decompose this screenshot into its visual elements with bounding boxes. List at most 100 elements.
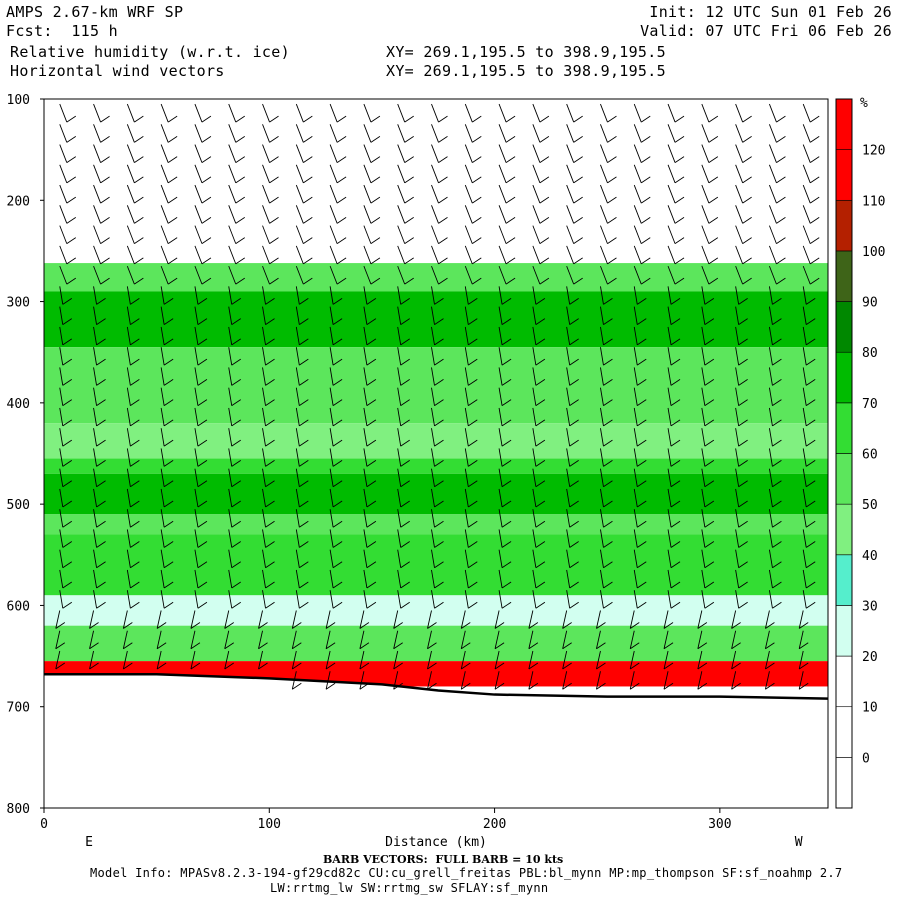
wind-barb	[667, 387, 672, 406]
wind-barb	[731, 671, 737, 690]
wind-barb-flag	[472, 176, 482, 184]
wind-barb-flag	[231, 480, 241, 488]
wind-barb-flag	[299, 439, 309, 447]
wind-barb-flag	[738, 581, 748, 589]
wind-barb-flag	[231, 298, 241, 305]
wind-barb	[363, 488, 368, 508]
wind-barb-flag	[704, 439, 715, 447]
wind-barb-flag	[704, 338, 715, 346]
wind-barb	[532, 103, 541, 123]
wind-barb	[596, 650, 601, 670]
wind-barb-flag	[539, 115, 550, 123]
wind-barb	[126, 286, 131, 305]
wind-barb	[532, 286, 537, 305]
wind-barb-flag	[434, 520, 444, 528]
wind-barb-flag	[569, 318, 579, 326]
wind-barb-flag	[258, 662, 268, 670]
wind-barb-flag	[134, 176, 144, 184]
wind-barb	[224, 630, 230, 649]
wind-barb-flag	[562, 682, 572, 690]
wind-barb	[59, 367, 64, 386]
wind-barb	[363, 144, 372, 163]
wind-barb	[59, 468, 64, 487]
wind-barb	[431, 184, 439, 204]
wind-barb-flag	[505, 176, 516, 184]
wind-barb	[431, 326, 435, 345]
wind-barb-flag	[197, 358, 208, 366]
wind-barb-flag	[265, 338, 275, 346]
wind-barb	[802, 387, 807, 406]
wind-barb	[735, 387, 740, 406]
wind-barb	[194, 245, 203, 265]
wind-barb-flag	[269, 156, 279, 163]
rh-layer	[44, 347, 828, 424]
wind-barb	[295, 265, 304, 285]
wind-barb-flag	[258, 642, 268, 650]
wind-barb-flag	[325, 642, 336, 650]
wind-barb-flag	[265, 601, 275, 609]
wind-barb-flag	[269, 135, 279, 143]
wind-barb	[431, 468, 435, 487]
wind-barb-flag	[134, 156, 144, 163]
wind-barb	[566, 306, 571, 325]
wind-barb-flag	[235, 216, 245, 224]
wind-barb	[397, 488, 402, 508]
wind-barb	[431, 245, 439, 265]
wind-barb	[93, 225, 101, 244]
wind-barb-flag	[197, 318, 208, 326]
wind-barb-flag	[163, 419, 174, 427]
wind-barb	[363, 590, 368, 609]
wind-barb	[93, 144, 101, 163]
wind-barb	[258, 650, 263, 670]
wind-barb	[735, 569, 740, 589]
wind-barb-flag	[776, 135, 786, 143]
wind-barb	[295, 124, 304, 143]
wind-barb	[295, 448, 300, 467]
wind-barb	[262, 225, 270, 244]
wind-barb-flag	[96, 379, 106, 386]
wind-barb	[633, 245, 642, 265]
wind-barb-flag	[292, 642, 302, 650]
wind-barb-flag	[130, 500, 140, 508]
wind-barb	[600, 529, 604, 548]
wind-barb	[600, 428, 604, 447]
wind-barb-flag	[332, 379, 343, 386]
wind-barb-flag	[269, 237, 279, 244]
wind-barb-flag	[130, 379, 140, 386]
wind-barb-flag	[134, 135, 144, 143]
wind-barb-flag	[468, 541, 478, 548]
wind-barb	[431, 286, 435, 305]
wind-barb-flag	[265, 399, 275, 407]
wind-barb	[228, 509, 233, 528]
wind-barb	[194, 286, 199, 305]
wind-barb	[735, 225, 744, 244]
wind-barb-flag	[201, 257, 212, 265]
wind-barb-flag	[738, 460, 748, 467]
wind-barb-flag	[366, 561, 377, 569]
wind-barb-flag	[130, 298, 140, 305]
wind-barb-flag	[603, 298, 613, 305]
wind-barb-flag	[303, 257, 313, 265]
colorbar-label: 80	[862, 346, 878, 361]
wind-barb-flag	[404, 196, 414, 204]
wind-barb-flag	[269, 115, 279, 123]
wind-barb	[629, 650, 635, 670]
wind-barb	[194, 225, 203, 244]
wind-barb-flag	[163, 520, 174, 528]
wind-barb-flag	[163, 358, 174, 366]
wind-barb	[798, 610, 804, 629]
wind-barb-flag	[501, 460, 512, 467]
y-tick-label: 200	[7, 194, 30, 209]
wind-barb	[735, 529, 740, 548]
wind-barb	[701, 144, 710, 163]
wind-barb-flag	[776, 257, 786, 265]
wind-barb-flag	[663, 662, 674, 670]
wind-barb	[802, 347, 807, 366]
wind-barb	[633, 569, 638, 589]
wind-barb-flag	[805, 318, 816, 326]
wind-barb-flag	[562, 642, 572, 650]
wind-barb	[460, 630, 466, 649]
wind-barb	[701, 590, 706, 609]
wind-barb-flag	[501, 419, 512, 427]
wind-barb	[295, 326, 300, 345]
